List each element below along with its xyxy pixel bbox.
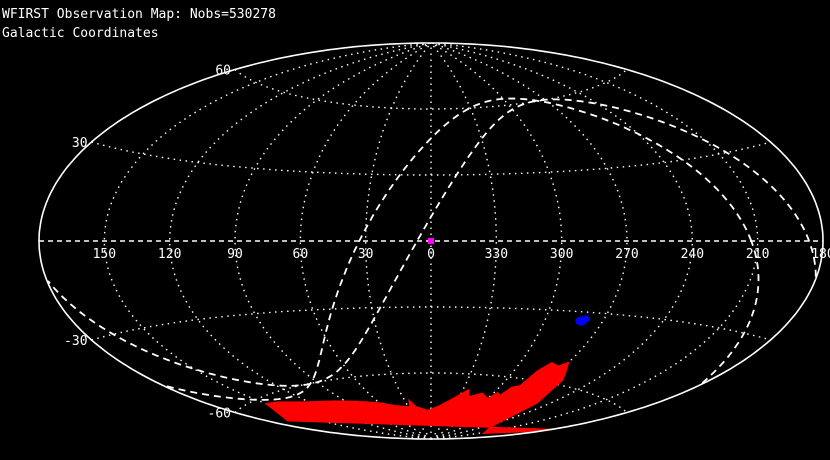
tick-labels: 15012090603003303002702402101806030-30-6… — [64, 64, 830, 422]
ecliptic-curve — [47, 98, 810, 387]
chart-title: WFIRST Observation Map: Nobs=530278 — [2, 7, 276, 22]
lon-tick-label: 120 — [158, 247, 181, 262]
meridian-line — [430, 42, 497, 440]
lat-tick-label: -30 — [64, 334, 87, 349]
lon-tick-label: 240 — [681, 247, 704, 262]
lon-tick-label: 210 — [746, 247, 769, 262]
lon-tick-label: 90 — [227, 247, 243, 262]
map-outline — [38, 42, 824, 440]
equator-curve — [164, 97, 753, 401]
coverage-region — [264, 361, 570, 434]
dense-field-point — [575, 316, 588, 326]
lon-tick-label: 150 — [93, 247, 116, 262]
chart-subtitle: Galactic Coordinates — [2, 26, 159, 41]
galactic-center-marker — [428, 238, 434, 244]
markers — [428, 238, 434, 244]
lon-tick-label: 60 — [293, 247, 309, 262]
ecliptic-curve — [808, 240, 817, 277]
parallel-line — [91, 306, 771, 341]
parallel-line — [234, 372, 628, 414]
lat-tick-label: -60 — [208, 406, 231, 421]
lon-tick-label: 30 — [358, 247, 374, 262]
lat-tick-label: 30 — [72, 136, 88, 151]
lon-tick-label: 330 — [485, 247, 508, 262]
lat-tick-label: 60 — [215, 64, 231, 79]
coverage-data — [264, 315, 590, 434]
parallel-line — [91, 141, 771, 176]
parallel-line — [234, 68, 628, 110]
sky-curves — [47, 97, 817, 401]
meridian-line — [430, 42, 759, 440]
lon-tick-label: 180 — [811, 247, 830, 262]
meridian-line — [365, 42, 432, 440]
lon-tick-label: 300 — [550, 247, 573, 262]
map-frame — [38, 42, 824, 440]
lon-tick-label: 270 — [615, 247, 638, 262]
lon-tick-label: 0 — [427, 247, 435, 262]
equator-curve — [701, 240, 760, 384]
